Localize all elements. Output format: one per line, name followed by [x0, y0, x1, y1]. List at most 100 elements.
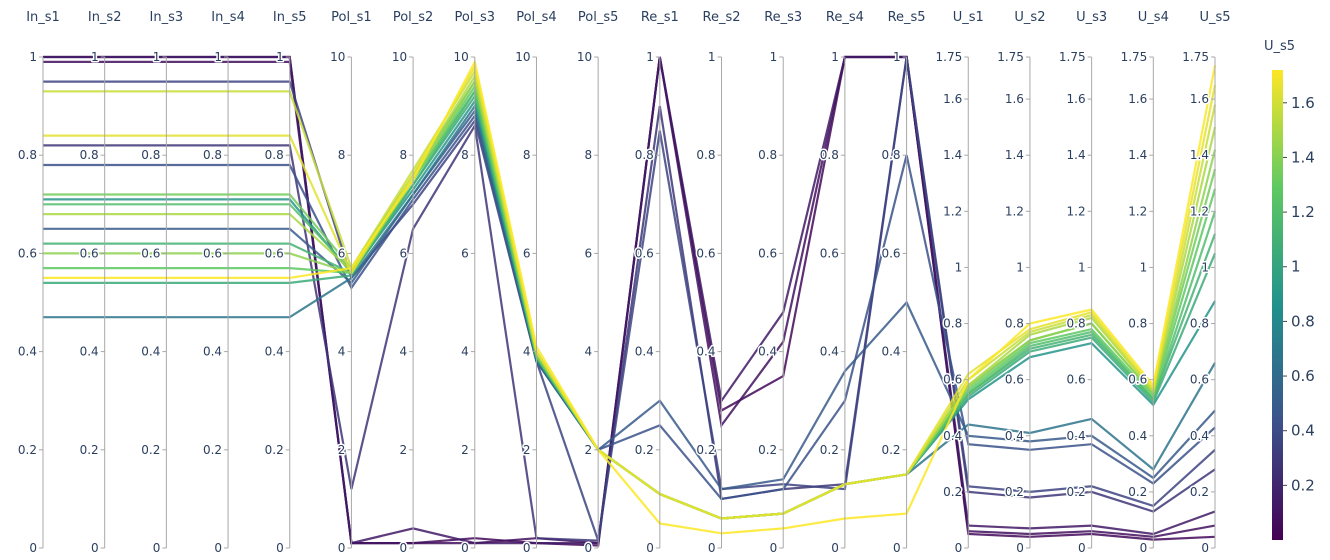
axis-pol-s2[interactable]: Pol_s2 0 2 4 6 8 10	[390, 10, 434, 557]
tick-label: 8	[399, 148, 407, 162]
axis-title: Re_s2	[703, 10, 741, 25]
tick-label: 6	[523, 246, 531, 260]
tick-label: 0.8	[696, 148, 715, 162]
tick-label: 0	[338, 541, 346, 555]
tick-label: 1	[955, 260, 963, 274]
axis-re-s4[interactable]: Re_s4 0 0.2 0.4 0.6 0.8 1	[818, 10, 864, 557]
tick-label: 0.8	[1128, 317, 1147, 331]
tick-label: 1.2	[1005, 204, 1024, 218]
axis-in-s2[interactable]: In_s2 0 0.2 0.4 0.6 0.8 1	[78, 10, 122, 557]
colorbar-tick-label: 1	[1291, 258, 1301, 276]
axis-re-s5[interactable]: Re_s5 0 0.2 0.4 0.6 0.8 1	[880, 10, 926, 557]
tick-label: 0.8	[265, 148, 284, 162]
tick-label: 1.4	[1005, 148, 1024, 162]
tick-label: 0.8	[1067, 317, 1086, 331]
tick-label: 10	[392, 50, 407, 64]
axis-in-s3[interactable]: In_s3 0 0.2 0.4 0.6 0.8 1	[140, 10, 183, 557]
axis-in-s1[interactable]: In_s1 0 0.2 0.4 0.6 0.8 1	[16, 10, 60, 557]
tick-label: 0.2	[1190, 485, 1209, 499]
tick-label: 0.6	[758, 246, 777, 260]
tick-label: 1	[708, 50, 716, 64]
colorbar-tick-label: 0.4	[1291, 422, 1315, 440]
tick-label: 0.4	[943, 429, 962, 443]
colorbar-tick-label: 0.2	[1291, 476, 1315, 494]
tick-label: 0.4	[203, 345, 222, 359]
tick-label: 0.8	[80, 148, 99, 162]
tick-label: 0.8	[141, 148, 160, 162]
tick-label: 0.8	[943, 317, 962, 331]
polylines-layer	[43, 55, 1217, 547]
tick-label: 1.6	[1067, 92, 1086, 106]
tick-label: 0	[276, 541, 284, 555]
data-polyline	[43, 56, 1216, 542]
axis-title: Re_s5	[888, 10, 926, 25]
tick-label: 1.2	[1128, 204, 1147, 218]
axis-title: Pol_s5	[578, 10, 619, 25]
tick-label: 1.2	[1067, 204, 1086, 218]
tick-label: 1.75	[1182, 50, 1209, 64]
axis-u-s5[interactable]: U_s5 0 0.2 0.4 0.6 0.8 1 1.2 1.4 1.6 1.75	[1181, 10, 1231, 557]
tick-label: 6	[461, 246, 469, 260]
tick-label: 4	[523, 345, 531, 359]
tick-label: 0	[1078, 541, 1086, 555]
tick-label: 4	[585, 345, 593, 359]
axis-u-s4[interactable]: U_s4 0 0.2 0.4 0.6 0.8 1 1.2 1.4 1.6 1.75	[1119, 10, 1169, 557]
tick-label: 1	[831, 50, 839, 64]
tick-label: 0.2	[141, 443, 160, 457]
axis-re-s2[interactable]: Re_s2 0 0.2 0.4 0.6 0.8 1	[695, 10, 741, 557]
tick-label: 0.2	[696, 443, 715, 457]
tick-label: 0.8	[203, 148, 222, 162]
tick-label: 2	[523, 443, 531, 457]
tick-label: 1.75	[1121, 50, 1148, 64]
colorbar-tick-label: 1.2	[1291, 203, 1315, 221]
axis-re-s3[interactable]: Re_s3 0 0.2 0.4 0.6 0.8 1	[757, 10, 803, 557]
axis-re-s1[interactable]: Re_s1 0 0.2 0.4 0.6 0.8 1	[633, 10, 679, 557]
tick-label: 0.2	[265, 443, 284, 457]
axis-title: In_s4	[211, 10, 245, 25]
colorbar-tick-label: 1.6	[1291, 94, 1315, 112]
data-polyline	[43, 63, 1217, 520]
tick-label: 1	[893, 50, 901, 64]
tick-label: 1	[153, 50, 161, 64]
axis-title: U_s4	[1138, 10, 1169, 25]
axis-u-s3[interactable]: U_s3 0 0.2 0.4 0.6 0.8 1 1.2 1.4 1.6 1.75	[1057, 10, 1107, 557]
axis-in-s5[interactable]: In_s5 0 0.2 0.4 0.6 0.8 1	[263, 10, 307, 557]
tick-label: 10	[330, 50, 345, 64]
tick-label: 8	[461, 148, 469, 162]
tick-label: 0	[399, 541, 407, 555]
tick-label: 1.75	[936, 50, 963, 64]
colorbar-gradient	[1272, 70, 1283, 540]
axis-title: Re_s3	[764, 10, 802, 25]
axis-pol-s4[interactable]: Pol_s4 0 2 4 6 8 10	[514, 10, 557, 557]
tick-label: 0	[523, 541, 531, 555]
tick-label: 4	[461, 345, 469, 359]
axis-title: Pol_s1	[331, 10, 372, 25]
tick-label: 1.4	[1067, 148, 1086, 162]
tick-label: 2	[399, 443, 407, 457]
tick-label: 0.6	[80, 246, 99, 260]
tick-label: 1	[1016, 260, 1024, 274]
axis-title: Pol_s4	[516, 10, 557, 25]
tick-label: 0.2	[18, 443, 37, 457]
tick-label: 1	[91, 50, 99, 64]
data-polyline	[43, 55, 1216, 545]
axis-pol-s1[interactable]: Pol_s1 0 2 4 6 8 10	[329, 10, 372, 557]
axis-pol-s5[interactable]: Pol_s5 0 2 4 6 8 10	[575, 10, 619, 557]
tick-label: 0.6	[1190, 373, 1209, 387]
tick-label: 0	[91, 541, 99, 555]
tick-label: 4	[399, 345, 407, 359]
axes-layer: In_s100.20.40.60.81In_s200.20.40.60.81In…	[16, 10, 1231, 557]
tick-label: 8	[585, 148, 593, 162]
axis-pol-s3[interactable]: Pol_s3 0 2 4 6 8 10	[452, 10, 496, 557]
axis-u-s1[interactable]: U_s1 0 0.2 0.4 0.6 0.8 1 1.2 1.4 1.6 1.75	[934, 10, 984, 557]
axis-in-s4[interactable]: In_s4 0 0.2 0.4 0.6 0.8 1	[201, 10, 245, 557]
data-polyline	[43, 108, 1216, 491]
tick-label: 1	[276, 50, 284, 64]
tick-label: 6	[399, 246, 407, 260]
axis-u-s2[interactable]: U_s2 0 0.2 0.4 0.6 0.8 1 1.2 1.4 1.6 1.75	[996, 10, 1046, 557]
tick-label: 1.2	[943, 204, 962, 218]
axis-title: Re_s1	[641, 10, 679, 25]
data-polyline	[43, 56, 1216, 541]
tick-label: 10	[577, 50, 592, 64]
